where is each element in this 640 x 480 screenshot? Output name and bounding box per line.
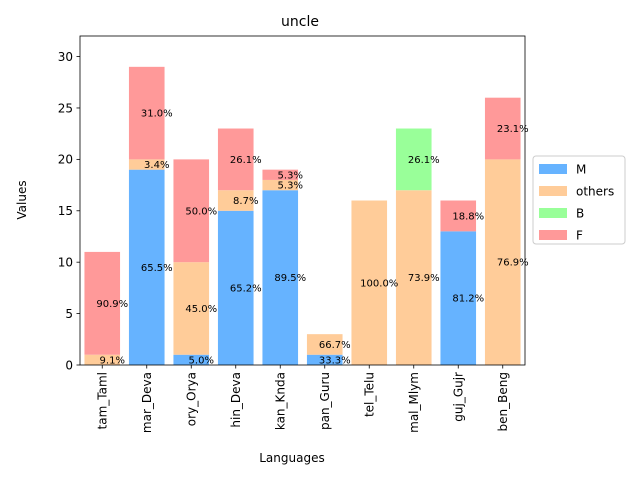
bar-F-mar_Deva xyxy=(128,66,165,160)
data-label-F-hin_Deva: 26.1% xyxy=(230,155,262,166)
legend-swatch-B xyxy=(539,208,567,218)
y-tick-label: 10 xyxy=(58,255,73,269)
legend-label-others: others xyxy=(576,185,614,199)
data-label-M-guj_Gujr: 81.2% xyxy=(452,294,484,305)
axes: 0 5 10 15 20 25 30 tam_Taml mar_Deva ory_Orya hin_… xyxy=(58,35,526,433)
data-label-M-ory_Orya: 5.0% xyxy=(189,355,214,366)
y-tick-label: 5 xyxy=(65,307,73,321)
x-tick-label-pan_Guru: pan_Guru xyxy=(318,372,332,430)
legend-swatch-others xyxy=(539,186,567,196)
x-tick-label-tel_Telu: tel_Telu xyxy=(363,372,377,417)
data-label-others-hin_Deva: 8.7% xyxy=(233,196,258,207)
bar-M-guj_Gujr xyxy=(440,231,477,365)
bar-F-ben_Beng xyxy=(484,97,521,160)
bar-B-mal_Mlym xyxy=(395,128,432,191)
bar-M-mar_Deva xyxy=(128,169,165,365)
x-tick-label-ory_Orya: ory_Orya xyxy=(185,372,199,426)
x-tick-label-tam_Taml: tam_Taml xyxy=(96,372,110,429)
bar-others-tel_Telu xyxy=(351,200,388,365)
data-label-B-mal_Mlym: 26.1% xyxy=(408,155,440,166)
bar-M-pan_Guru xyxy=(306,354,343,365)
chart-title: uncle xyxy=(281,14,319,30)
bar-M-hin_Deva xyxy=(217,210,254,365)
data-label-M-mar_Deva: 65.5% xyxy=(141,263,173,274)
legend-label-M: M xyxy=(576,163,586,177)
data-label-M-hin_Deva: 65.2% xyxy=(230,283,262,294)
bar-others-hin_Deva xyxy=(217,190,254,211)
y-tick-label: 20 xyxy=(58,153,73,167)
bar-F-ory_Orya xyxy=(173,159,210,263)
data-label-others-ory_Orya: 45.0% xyxy=(185,304,217,315)
data-label-F-kan_Knda: 5.3% xyxy=(278,170,303,181)
bar-others-pan_Guru xyxy=(306,334,343,355)
legend-box xyxy=(532,155,626,245)
y-axis-title: Values xyxy=(15,180,29,219)
bar-others-ory_Orya xyxy=(173,262,210,355)
data-label-others-mal_Mlym: 73.9% xyxy=(408,273,440,284)
data-label-others-tam_Taml: 9.1% xyxy=(100,355,125,366)
bar-others-tam_Taml xyxy=(84,354,121,365)
bar-M-kan_Knda xyxy=(262,190,299,365)
bar-F-guj_Gujr xyxy=(440,200,477,232)
legend-label-F: F xyxy=(576,229,583,243)
data-label-others-mar_Deva: 3.4% xyxy=(144,160,169,171)
plot-frame xyxy=(79,35,526,366)
x-tick-label-mal_Mlym: mal_Mlym xyxy=(407,372,421,433)
x-tick-label-ben_Beng: ben_Beng xyxy=(496,372,510,431)
y-tick-label: 30 xyxy=(58,50,73,64)
plot-area: 9.1% 90.9% 65.5% 3.4% 31.0% 5.0% 45.0% 50.0% 65.… xyxy=(84,66,529,366)
legend-swatch-M xyxy=(539,164,567,174)
data-label-F-ory_Orya: 50.0% xyxy=(185,206,217,217)
x-tick-label-mar_Deva: mar_Deva xyxy=(140,372,154,433)
data-label-M-pan_Guru: 33.3% xyxy=(319,355,351,366)
data-label-M-kan_Knda: 89.5% xyxy=(274,273,306,284)
data-label-others-pan_Guru: 66.7% xyxy=(319,340,351,351)
bar-F-hin_Deva xyxy=(217,128,254,191)
x-tick-label-hin_Deva: hin_Deva xyxy=(229,372,243,428)
bar-others-mar_Deva xyxy=(128,159,165,170)
y-tick-label: 25 xyxy=(58,101,73,115)
y-tick-label: 0 xyxy=(65,358,73,372)
x-axis-title: Languages xyxy=(259,451,324,465)
bar-M-ory_Orya xyxy=(173,354,210,365)
bar-F-kan_Knda xyxy=(262,169,299,180)
bar-F-tam_Taml xyxy=(84,251,121,355)
bar-others-kan_Knda xyxy=(262,179,299,191)
data-label-F-tam_Taml: 90.9% xyxy=(96,299,128,310)
legend-label-B: B xyxy=(576,207,584,221)
bar-others-mal_Mlym xyxy=(395,190,432,365)
data-label-F-guj_Gujr: 18.8% xyxy=(452,211,484,222)
data-label-others-tel_Telu: 100.0% xyxy=(360,278,398,289)
legend-swatch-F xyxy=(539,230,567,240)
x-tick-label-kan_Knda: kan_Knda xyxy=(274,372,288,430)
data-label-F-ben_Beng: 23.1% xyxy=(497,124,529,135)
data-label-others-ben_Beng: 76.9% xyxy=(497,258,529,269)
data-label-others-kan_Knda: 5.3% xyxy=(278,181,303,192)
data-label-F-mar_Deva: 31.0% xyxy=(141,109,173,120)
x-tick-label-guj_Gujr: guj_Gujr xyxy=(452,372,466,422)
bar-others-ben_Beng xyxy=(484,159,521,366)
y-tick-label: 15 xyxy=(58,204,73,218)
